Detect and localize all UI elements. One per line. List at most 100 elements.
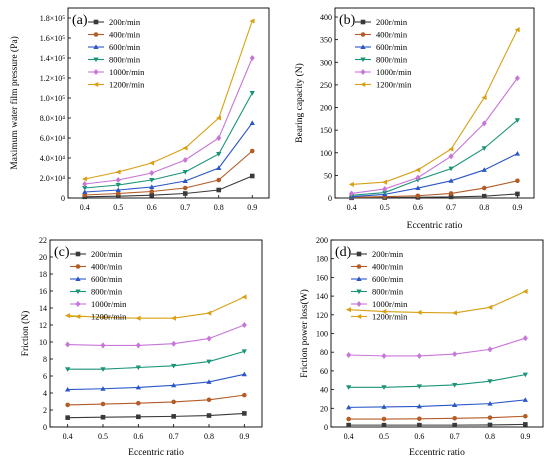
legend-marker bbox=[75, 289, 81, 295]
y-tick-label: 2 bbox=[43, 406, 47, 415]
data-point bbox=[381, 422, 387, 428]
data-point bbox=[382, 190, 388, 196]
x-tick-label: 0.4 bbox=[347, 203, 357, 212]
y-tick-label: 200 bbox=[316, 236, 328, 245]
data-point bbox=[171, 399, 176, 405]
legend-marker bbox=[360, 69, 366, 75]
data-point bbox=[487, 400, 493, 406]
legend-marker bbox=[356, 301, 362, 307]
legend-label: 600r/min bbox=[372, 274, 404, 284]
data-point bbox=[416, 403, 422, 409]
data-point bbox=[417, 416, 422, 422]
y-tick-label: 60 bbox=[320, 367, 328, 376]
data-point bbox=[487, 346, 493, 353]
data-point bbox=[241, 322, 247, 328]
panel-label: (b) bbox=[339, 13, 356, 28]
data-point bbox=[415, 174, 421, 181]
x-tick-label: 0.8 bbox=[214, 203, 224, 212]
data-point bbox=[522, 372, 528, 378]
y-tick-label: 40 bbox=[320, 386, 328, 395]
data-point bbox=[115, 183, 121, 188]
x-tick-label: 0.5 bbox=[380, 203, 390, 212]
chart-panel: 0.4 0.5 0.6 0.7 0.8 0.9 0 2.0×10⁴ 4.0×10⁴ 6.0×10⁴… bbox=[9, 7, 270, 212]
chart-panel: 0.4 0.5 0.6 0.7 0.8 0.9 0 2 4 6 8 10 12 14 16 18 20 22 Ecc… bbox=[20, 236, 263, 458]
y-tick-label: 0 bbox=[324, 423, 328, 432]
data-point bbox=[115, 191, 121, 196]
data-point bbox=[206, 359, 212, 365]
data-point bbox=[100, 314, 106, 320]
plot-frame bbox=[49, 239, 263, 428]
legend-label: 1000r/min bbox=[376, 67, 412, 77]
legend-label: 200r/min bbox=[91, 249, 123, 259]
legend-marker bbox=[93, 19, 99, 25]
data-point bbox=[448, 191, 454, 196]
legend-label: 600r/min bbox=[91, 274, 123, 284]
legend-marker bbox=[93, 81, 99, 88]
data-point bbox=[348, 181, 354, 187]
x-tick-label: 0.6 bbox=[147, 203, 157, 212]
x-tick-label: 0.6 bbox=[413, 203, 423, 212]
data-point bbox=[481, 146, 487, 151]
data-point bbox=[148, 160, 155, 166]
legend-label: 800r/min bbox=[372, 287, 404, 297]
y-axis-label: Friction (N) bbox=[20, 311, 31, 357]
legend-marker bbox=[356, 251, 362, 257]
series-line bbox=[348, 423, 526, 426]
series-line bbox=[348, 374, 526, 388]
data-point bbox=[416, 309, 422, 315]
x-axis-label: Eccentric ratio bbox=[409, 448, 465, 458]
legend-label: 400r/min bbox=[376, 30, 408, 40]
data-point bbox=[115, 193, 121, 199]
x-tick-label: 0.4 bbox=[344, 432, 354, 441]
data-point bbox=[135, 384, 141, 390]
legend-marker bbox=[93, 44, 99, 49]
data-point bbox=[64, 313, 70, 319]
data-point bbox=[241, 294, 247, 300]
data-point bbox=[451, 310, 457, 316]
data-point bbox=[182, 191, 188, 196]
data-point bbox=[448, 194, 454, 200]
x-axis-label: Eccentric ratio bbox=[407, 221, 463, 231]
series-line bbox=[351, 193, 518, 199]
data-point bbox=[149, 189, 155, 194]
y-tick-label: 8.0×10⁴ bbox=[40, 114, 66, 123]
data-point bbox=[515, 178, 520, 184]
data-point bbox=[171, 363, 177, 369]
y-tick-label: 0 bbox=[43, 423, 47, 432]
legend-label: 200r/min bbox=[376, 17, 408, 27]
data-point bbox=[135, 342, 141, 349]
panel-label: (c) bbox=[54, 245, 70, 260]
x-tick-label: 0.8 bbox=[204, 432, 214, 441]
data-point bbox=[346, 404, 352, 410]
data-point bbox=[242, 411, 247, 416]
data-point bbox=[65, 415, 70, 420]
x-tick-label: 0.7 bbox=[180, 203, 190, 212]
data-point bbox=[100, 414, 106, 420]
data-point bbox=[415, 185, 421, 191]
data-point bbox=[206, 379, 212, 384]
data-point bbox=[415, 167, 421, 173]
x-tick-label: 0.9 bbox=[512, 203, 522, 212]
y-tick-label: 100 bbox=[316, 330, 328, 339]
data-point bbox=[65, 367, 71, 372]
legend-marker bbox=[93, 57, 99, 63]
legend-marker bbox=[356, 289, 362, 295]
data-point bbox=[381, 416, 387, 422]
data-point bbox=[171, 414, 176, 419]
data-point bbox=[249, 18, 255, 24]
y-tick-label: 180 bbox=[316, 255, 328, 264]
series-line bbox=[348, 290, 526, 314]
data-point bbox=[514, 27, 520, 33]
series-line bbox=[67, 412, 245, 419]
data-point bbox=[381, 385, 387, 390]
data-point bbox=[171, 382, 177, 388]
y-tick-label: 2.0×10⁴ bbox=[40, 174, 66, 183]
y-tick-label: 0 bbox=[328, 194, 332, 203]
data-point bbox=[416, 352, 422, 359]
y-tick-label: 6 bbox=[43, 372, 47, 381]
legend-marker bbox=[360, 44, 366, 49]
legend-marker bbox=[93, 32, 99, 37]
y-tick-label: 120 bbox=[316, 311, 328, 320]
y-tick-label: 16 bbox=[39, 287, 47, 296]
y-tick-label: 300 bbox=[320, 58, 332, 67]
